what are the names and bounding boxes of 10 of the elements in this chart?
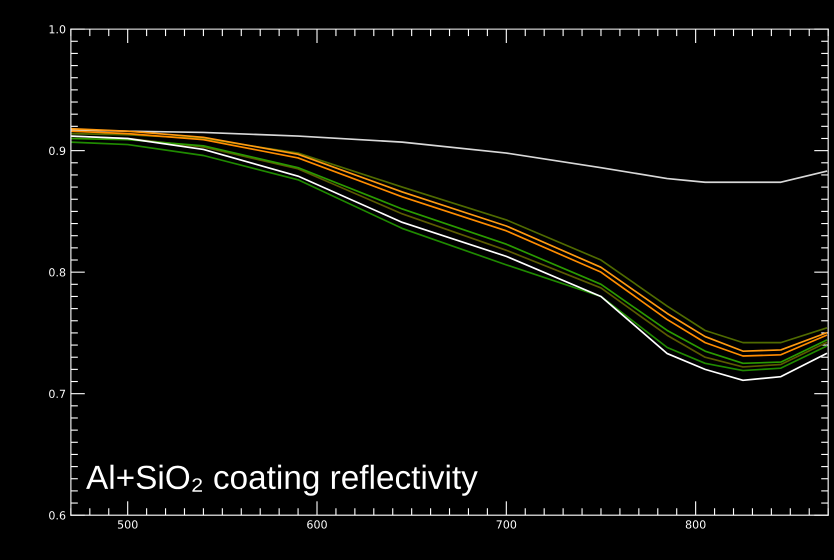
- x-tick-label: 700: [496, 520, 516, 529]
- y-tick-label: 0.7: [49, 390, 66, 398]
- y-tick-label: 0.8: [49, 268, 66, 277]
- x-tick-label: 800: [686, 520, 706, 529]
- y-tick-label: 1.0: [50, 25, 66, 34]
- y-tick-label: 0.9: [49, 146, 66, 156]
- y-tick-label: 0.6: [49, 511, 66, 520]
- x-tick-label: 500: [118, 520, 138, 529]
- annotation: Al+SiO₂ coating reflectivity: [86, 464, 478, 496]
- x-tick-label: 600: [307, 520, 327, 529]
